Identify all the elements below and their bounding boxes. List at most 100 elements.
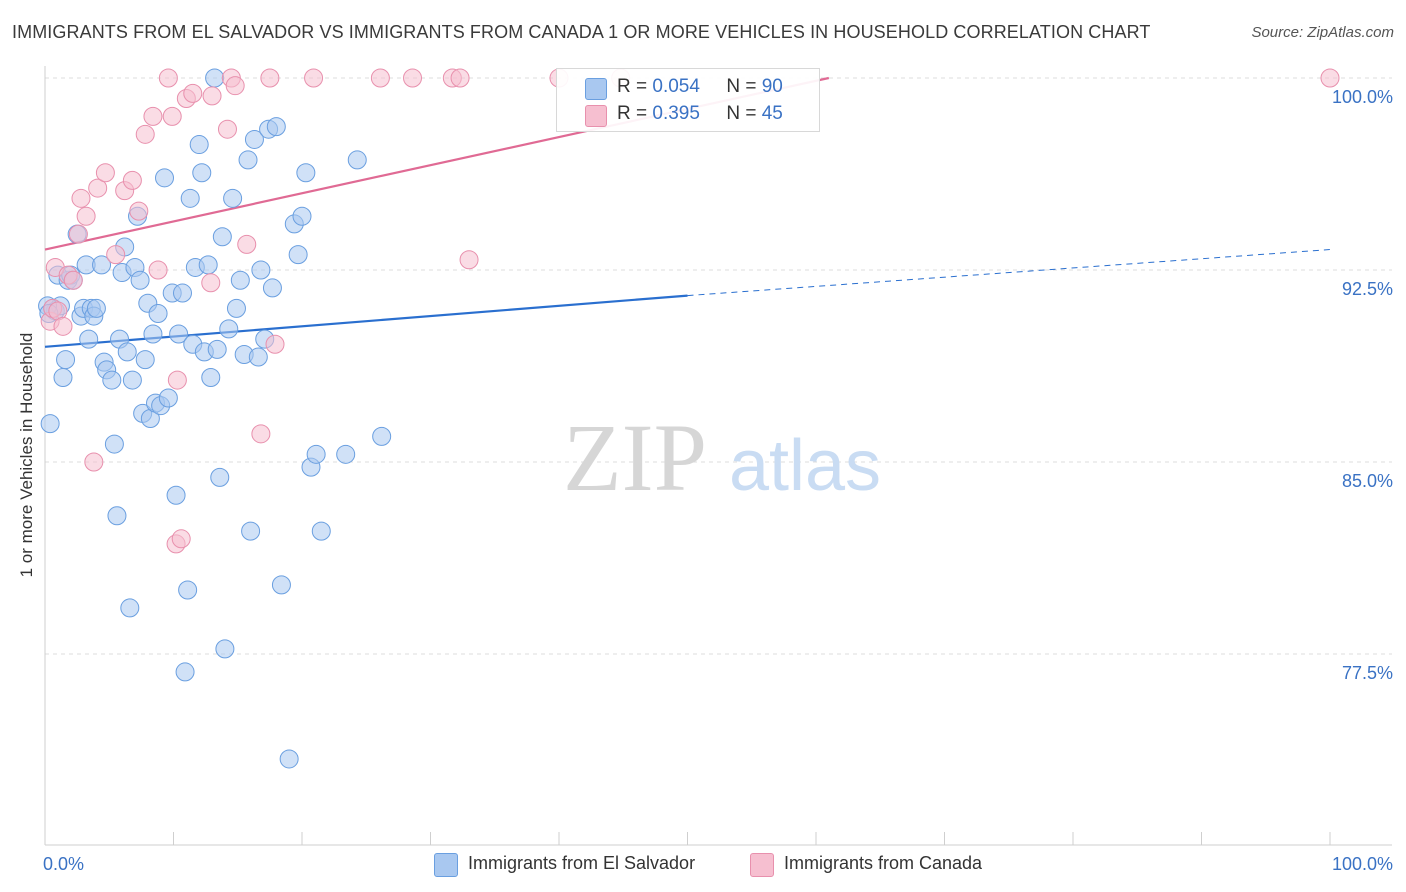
point-canada <box>171 529 191 549</box>
point-canada <box>459 250 479 270</box>
point-el-salvador <box>92 255 112 275</box>
point-el-salvador <box>122 370 142 390</box>
point-el-salvador <box>192 163 212 183</box>
point-el-salvador <box>205 68 225 88</box>
legend-label: Immigrants from Canada <box>784 853 983 873</box>
point-el-salvador <box>372 426 392 446</box>
point-el-salvador <box>135 350 155 370</box>
watermark-zip: ZIP <box>563 404 707 511</box>
point-el-salvador <box>143 324 163 344</box>
point-canada <box>370 68 390 88</box>
point-el-salvador <box>40 414 60 434</box>
point-el-salvador <box>336 444 356 464</box>
point-canada <box>88 178 108 198</box>
point-canada <box>201 273 221 293</box>
point-canada <box>217 119 237 139</box>
point-el-salvador <box>79 329 99 349</box>
point-el-salvador <box>219 319 239 339</box>
chart-title: IMMIGRANTS FROM EL SALVADOR VS IMMIGRANT… <box>12 22 1151 42</box>
point-canada <box>158 68 178 88</box>
point-el-salvador <box>262 278 282 298</box>
n-value: 90 <box>761 76 783 97</box>
point-el-salvador <box>248 347 268 367</box>
point-el-salvador <box>207 339 227 359</box>
legend-label: Immigrants from El Salvador <box>468 853 696 873</box>
point-el-salvador <box>238 150 258 170</box>
series-legend: Immigrants from El Salvador Immigrants f… <box>0 852 1406 878</box>
point-el-salvador <box>296 163 316 183</box>
point-canada <box>143 106 163 126</box>
point-el-salvador <box>223 188 243 208</box>
point-canada <box>1320 68 1340 88</box>
point-el-salvador <box>266 117 286 137</box>
point-el-salvador <box>311 521 331 541</box>
point-canada <box>106 245 126 265</box>
point-el-salvador <box>158 388 178 408</box>
point-el-salvador <box>226 298 246 318</box>
point-el-salvador <box>215 639 235 659</box>
point-el-salvador <box>279 749 299 769</box>
axes <box>44 66 1392 846</box>
point-el-salvador <box>175 662 195 682</box>
point-canada <box>403 68 423 88</box>
point-el-salvador <box>244 129 264 149</box>
y-tick-label: 77.5% <box>1342 663 1393 683</box>
point-el-salvador <box>212 227 232 247</box>
legend-swatch-el-salvador <box>585 78 607 100</box>
legend-swatch-canada <box>585 105 607 127</box>
point-canada <box>260 68 280 88</box>
point-el-salvador <box>251 260 271 280</box>
point-canada <box>148 260 168 280</box>
point-el-salvador <box>271 575 291 595</box>
point-canada <box>135 124 155 144</box>
legend-text: R = 0.395 N = 45 <box>617 103 783 124</box>
point-el-salvador <box>347 150 367 170</box>
trend-line-extension <box>687 249 1331 297</box>
point-canada <box>225 76 245 96</box>
n-value: 45 <box>761 103 783 124</box>
point-el-salvador <box>117 342 137 362</box>
point-el-salvador <box>189 135 209 155</box>
tick-labels: 100.0% 92.5% 85.0% 77.5% 0.0% 100.0% <box>43 87 1393 874</box>
point-canada <box>122 170 142 190</box>
point-el-salvador <box>288 245 308 265</box>
watermark-atlas: atlas <box>729 426 881 506</box>
point-canada <box>237 234 257 254</box>
point-canada <box>265 334 285 354</box>
point-el-salvador <box>56 350 76 370</box>
legend-text: R = 0.054 N = 90 <box>617 76 783 97</box>
point-el-salvador <box>180 188 200 208</box>
x-tick-label: 0.0% <box>43 854 84 874</box>
point-canada <box>76 206 96 226</box>
point-el-salvador <box>102 370 122 390</box>
correlation-legend: R = 0.054 N = 90 R = 0.395 N = 45 <box>556 68 820 132</box>
data-points <box>38 68 1340 769</box>
point-el-salvador <box>172 283 192 303</box>
point-canada <box>167 370 187 390</box>
y-tick-label: 85.0% <box>1342 471 1393 491</box>
point-el-salvador <box>178 580 198 600</box>
point-el-salvador <box>53 368 73 388</box>
point-el-salvador <box>169 324 189 344</box>
point-canada <box>162 106 182 126</box>
point-canada <box>84 452 104 472</box>
point-canada <box>202 86 222 106</box>
point-canada <box>129 201 149 221</box>
point-el-salvador <box>148 304 168 324</box>
source-label: Source: ZipAtlas.com <box>1251 24 1394 41</box>
point-el-salvador <box>155 168 175 188</box>
point-canada <box>95 163 115 183</box>
y-tick-label: 100.0% <box>1332 87 1393 107</box>
point-canada <box>68 224 88 244</box>
point-el-salvador <box>201 368 221 388</box>
point-el-salvador <box>166 485 186 505</box>
point-canada <box>63 270 83 290</box>
watermark: ZIP atlas <box>563 404 881 511</box>
point-el-salvador <box>230 270 250 290</box>
point-canada <box>183 83 203 103</box>
point-el-salvador <box>292 206 312 226</box>
point-el-salvador <box>104 434 124 454</box>
legend-swatch-canada <box>750 853 774 877</box>
y-tick-label: 92.5% <box>1342 279 1393 299</box>
